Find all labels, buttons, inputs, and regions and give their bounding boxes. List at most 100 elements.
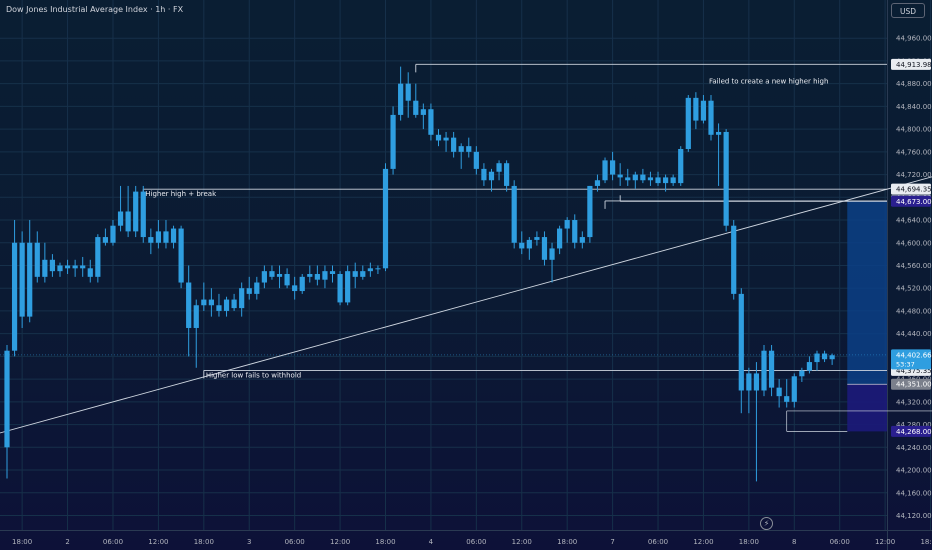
x-tick-label: 12:00 — [512, 538, 532, 546]
candle-body — [246, 288, 252, 294]
candle-body — [776, 387, 782, 397]
candle-body — [488, 171, 495, 181]
candle-body — [405, 83, 411, 101]
price-badge-label: 44,694.35 — [896, 186, 932, 194]
candle-body — [413, 100, 419, 115]
candle-body — [670, 177, 676, 184]
candle-body — [284, 274, 290, 286]
candle-body — [655, 177, 661, 184]
candle-body — [821, 353, 828, 360]
x-tick-label: 06:00 — [648, 538, 668, 546]
candle-body — [610, 160, 616, 175]
candle-body — [64, 265, 71, 269]
y-tick-label: 44,800.00 — [896, 126, 932, 134]
x-tick-label: 18:00 — [557, 538, 577, 546]
price-badge — [891, 183, 931, 195]
candle-body — [632, 174, 638, 181]
x-tick-label: 12:00 — [875, 538, 895, 546]
candle-body — [178, 228, 184, 283]
candle-body — [557, 228, 563, 249]
candle-body — [80, 265, 86, 269]
candle-body — [49, 259, 56, 272]
candle-body — [170, 228, 177, 243]
candle-body — [314, 274, 320, 280]
candle-body — [95, 237, 101, 277]
candle-body — [799, 370, 805, 377]
candle-body — [420, 109, 426, 115]
y-tick-label: 44,160.00 — [896, 489, 932, 497]
chart-annotation: Failed to create a new higher high — [709, 78, 828, 86]
candle-body — [806, 362, 813, 371]
candle-body — [678, 149, 684, 184]
candle-body — [458, 146, 464, 152]
candle-body — [504, 163, 510, 186]
trendline — [0, 176, 932, 434]
y-tick-label: 44,200.00 — [896, 467, 932, 475]
candle-body — [4, 350, 10, 448]
candle-body — [216, 305, 222, 311]
x-tick-label: 12:00 — [330, 538, 350, 546]
candle-body — [481, 168, 487, 181]
candle-body — [148, 237, 154, 243]
candle-body — [19, 242, 25, 317]
chart-title: Dow Jones Industrial Average Index · 1h … — [6, 5, 184, 14]
candle-body — [352, 271, 358, 277]
candle-body — [602, 160, 608, 181]
x-tick-label: 06:00 — [830, 538, 850, 546]
currency-button[interactable]: USD — [891, 3, 925, 18]
x-tick-label: 18:00 — [194, 538, 214, 546]
candle-body — [700, 100, 707, 121]
candle-body — [519, 242, 525, 249]
y-tick-label: 44,280.00 — [896, 421, 932, 429]
candle-body — [549, 248, 555, 260]
candle-body — [375, 268, 381, 270]
y-tick-label: 44,600.00 — [896, 239, 932, 247]
candle-body — [579, 237, 585, 243]
x-tick-label: 8 — [792, 538, 796, 546]
candle-body — [390, 114, 396, 169]
candle-body — [526, 239, 532, 249]
y-tick-label: 44,520.00 — [896, 285, 932, 293]
candle-body — [140, 191, 146, 238]
candle-body — [307, 274, 313, 277]
candle-body — [662, 177, 669, 184]
candle-body — [428, 109, 434, 135]
candle-body — [625, 177, 631, 181]
price-badge-label: 44,351.00 — [896, 381, 932, 389]
candle-body — [201, 299, 207, 306]
candle-body — [738, 293, 744, 391]
candle-body — [102, 237, 109, 243]
candle-body — [791, 376, 797, 402]
y-tick-label: 44,240.00 — [896, 444, 932, 452]
candle-body — [337, 274, 343, 303]
candle-body — [276, 274, 283, 277]
candle-body — [541, 237, 548, 260]
candle-body — [299, 276, 305, 292]
price-badge-countdown: 53:37 — [896, 360, 915, 368]
candle-body — [193, 305, 199, 328]
x-tick-label: 18:00 — [375, 538, 395, 546]
candle-body — [11, 242, 18, 351]
x-tick-label: 06:00 — [285, 538, 305, 546]
candle-body — [367, 268, 373, 272]
candle-body — [34, 242, 40, 277]
candle-body — [57, 265, 63, 272]
candle-body — [466, 146, 472, 152]
y-tick-label: 44,960.00 — [896, 35, 932, 43]
candle-body — [27, 242, 33, 317]
y-tick-label: 44,840.00 — [896, 103, 932, 111]
candle-body — [239, 288, 245, 309]
candle-body — [814, 353, 820, 363]
candle-body — [163, 231, 169, 243]
candle-body — [746, 373, 752, 391]
x-tick-label: 4 — [429, 538, 434, 546]
candle-body — [723, 131, 729, 226]
candle-body — [731, 225, 737, 294]
y-tick-label: 44,640.00 — [896, 217, 932, 225]
y-tick-label: 44,320.00 — [896, 398, 932, 406]
x-tick-label: 2 — [65, 538, 69, 546]
y-tick-label: 44,760.00 — [896, 148, 932, 156]
candle-body — [647, 177, 654, 181]
candle-body — [72, 265, 78, 269]
